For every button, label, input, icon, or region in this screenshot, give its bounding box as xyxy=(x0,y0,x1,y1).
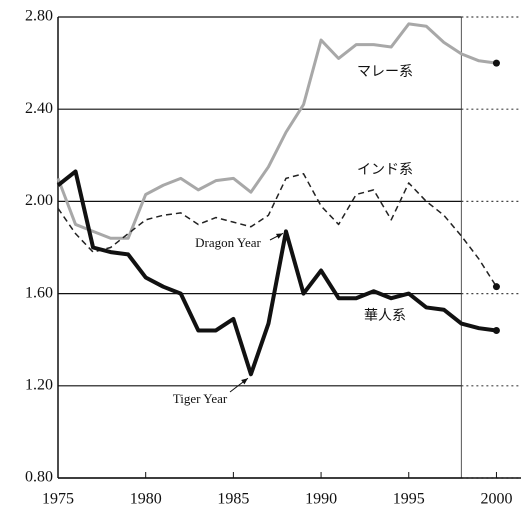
x-tick-label: 1980 xyxy=(130,491,162,508)
series-label: インド系 xyxy=(357,162,413,178)
series-label: 華人系 xyxy=(364,308,406,324)
x-tick-label: 1990 xyxy=(305,491,337,508)
arrow-head xyxy=(276,233,283,239)
y-tick-label: 2.00 xyxy=(25,192,53,209)
series-line xyxy=(56,169,497,377)
y-tick-label: 2.80 xyxy=(25,8,53,25)
end-point xyxy=(492,283,500,291)
y-tick-label: 0.80 xyxy=(25,469,53,486)
x-tick-label: 1975 xyxy=(42,491,74,508)
x-tick-label: 1985 xyxy=(217,491,249,508)
end-point xyxy=(492,326,500,334)
arrow-head xyxy=(241,378,248,385)
series-line xyxy=(57,172,498,288)
x-tick-label: 1995 xyxy=(393,491,425,508)
end-point xyxy=(492,59,500,67)
series-line xyxy=(56,22,497,240)
x-tick-label: 2000 xyxy=(480,491,512,508)
series-label: マレー系 xyxy=(357,64,413,80)
annotation: Dragon Year xyxy=(195,235,261,250)
y-tick-label: 1.20 xyxy=(25,376,53,393)
y-tick-label: 2.40 xyxy=(25,100,53,117)
annotation: Tiger Year xyxy=(173,391,228,406)
y-tick-label: 1.60 xyxy=(25,284,53,301)
